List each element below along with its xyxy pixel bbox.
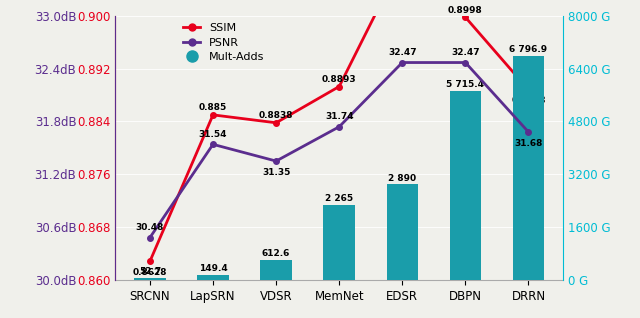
Text: 31.35: 31.35 <box>262 168 291 177</box>
Text: 31.74: 31.74 <box>325 113 353 121</box>
Bar <box>450 91 481 280</box>
Text: 0.8628: 0.8628 <box>132 268 167 277</box>
Text: 0.8838: 0.8838 <box>259 111 293 120</box>
Legend: SSIM, PSNR, Mult-Adds: SSIM, PSNR, Mult-Adds <box>179 19 269 66</box>
Text: 612.6: 612.6 <box>262 249 291 258</box>
Text: 32.47: 32.47 <box>388 48 417 57</box>
Text: 0.8893: 0.8893 <box>322 75 356 84</box>
Text: 2 890: 2 890 <box>388 174 417 183</box>
Bar <box>323 205 355 280</box>
Text: 5 715.4: 5 715.4 <box>446 80 484 89</box>
Bar <box>260 259 292 280</box>
Text: 6 796.9: 6 796.9 <box>509 45 548 54</box>
Text: 0.8998: 0.8998 <box>448 6 483 15</box>
Bar <box>387 184 418 280</box>
Text: 32.47: 32.47 <box>451 48 480 57</box>
Text: 31.54: 31.54 <box>199 130 227 139</box>
Text: 0.8888: 0.8888 <box>511 96 546 105</box>
Text: 2 265: 2 265 <box>325 194 353 203</box>
Bar <box>197 275 228 280</box>
Text: 31.68: 31.68 <box>515 139 543 148</box>
Bar <box>513 56 544 280</box>
Text: 149.4: 149.4 <box>198 264 227 273</box>
Text: 30.48: 30.48 <box>136 223 164 232</box>
Text: 52.7: 52.7 <box>139 267 161 276</box>
Bar <box>134 278 166 280</box>
Text: 0.885: 0.885 <box>199 103 227 112</box>
